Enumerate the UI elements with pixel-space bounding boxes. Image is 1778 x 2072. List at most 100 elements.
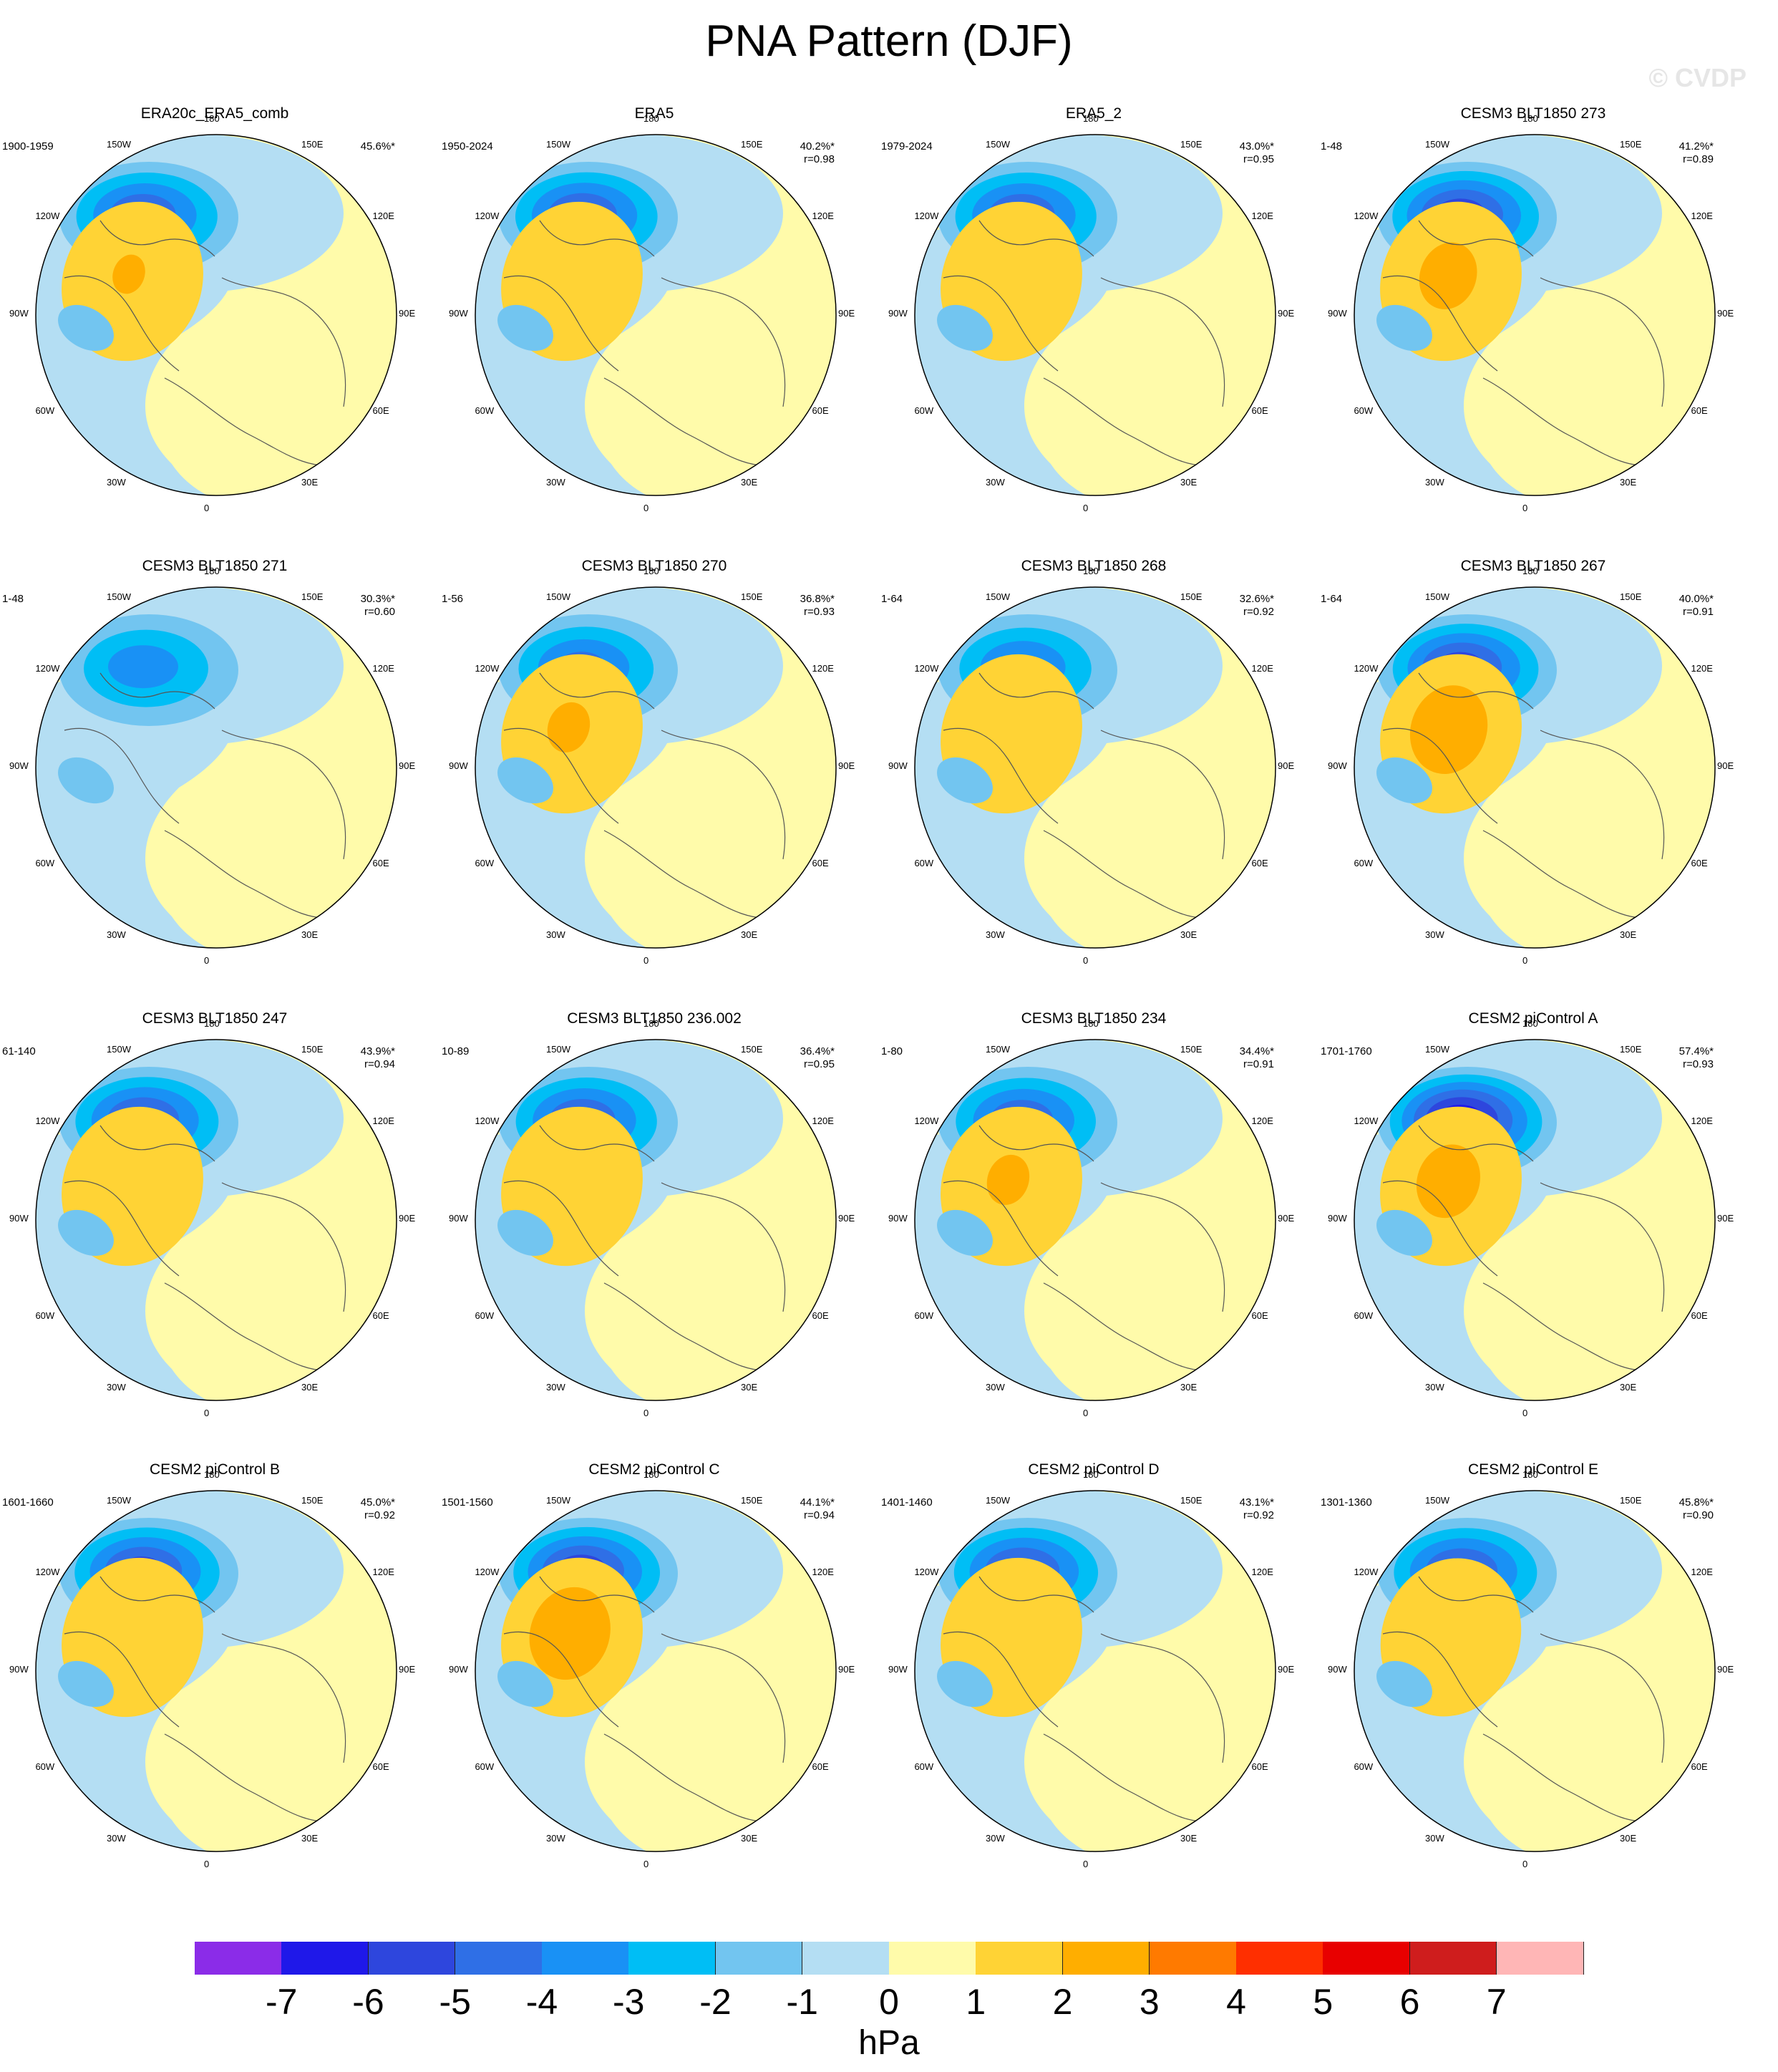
longitude-label: 60E (372, 858, 389, 868)
colorbar-tick-label: -4 (525, 1982, 558, 2022)
longitude-label: 30E (1180, 1832, 1198, 1844)
longitude-label: 30E (741, 476, 758, 488)
longitude-label: 90W (888, 308, 908, 319)
longitude-label: 30E (1180, 476, 1198, 488)
longitude-label: 120W (35, 1115, 60, 1126)
colorbar-units: hPa (858, 2024, 920, 2062)
longitude-label: 90W (888, 1213, 908, 1224)
longitude-label: 150E (741, 1495, 763, 1506)
longitude-label: 60E (372, 1310, 389, 1321)
panel-title: ERA20c_ERA5_comb (140, 105, 289, 122)
colorbar-box (1409, 1942, 1497, 1975)
colorbar-tick-label: -6 (352, 1982, 384, 2022)
longitude-label: 150W (546, 1495, 570, 1506)
panel-pattern-correlation: r=0.92 (1243, 1509, 1274, 1521)
longitude-label: 30W (1425, 929, 1444, 940)
arctic-high-contour (547, 702, 591, 752)
map-panel: ERA5_2 1979-2024 43.0%* r=0.95 180 150E 120E 90… (879, 105, 1308, 548)
atlantic-low (58, 757, 114, 804)
longitude-label: 90W (1328, 760, 1347, 771)
longitude-label: 150E (1620, 1044, 1642, 1055)
longitude-label: 180 (204, 1469, 220, 1480)
longitude-label: 90E (1278, 760, 1295, 771)
panel-variance-explained: 32.6%* (1239, 593, 1274, 605)
polar-map (914, 1490, 1276, 1852)
arctic-high-contour (1416, 1144, 1480, 1219)
longitude-label: 120E (1691, 663, 1713, 674)
coastlines (1382, 1125, 1665, 1371)
arctic-high-contour (1419, 242, 1477, 310)
longitude-label: 150E (1180, 591, 1203, 603)
longitude-label: 0 (1083, 955, 1089, 966)
panel-variance-explained: 30.3%* (360, 593, 395, 605)
colorbar-tick-label: -3 (613, 1982, 645, 2022)
longitude-label: 120E (812, 1115, 834, 1126)
colorbar-tick-label: 5 (1313, 1982, 1334, 2022)
longitude-label: 90W (449, 1664, 468, 1675)
longitude-label: 150E (741, 1044, 763, 1055)
map-boundary (35, 1039, 397, 1401)
panel-variance-explained: 45.6%* (360, 140, 395, 153)
longitude-label: 90E (399, 1664, 416, 1675)
coastlines (943, 1125, 1225, 1371)
panel-pattern-correlation: r=0.94 (804, 1509, 835, 1521)
polar-map (35, 1490, 397, 1852)
arctic-high-contour (1409, 685, 1488, 774)
longitude-label: 150W (107, 1495, 131, 1506)
longitude-label: 180 (1083, 1469, 1099, 1480)
longitude-label: 150E (301, 1044, 324, 1055)
arctic-high-contour (529, 1587, 611, 1680)
longitude-label: 30E (1620, 1381, 1637, 1393)
longitude-label: 90E (1278, 1213, 1295, 1224)
longitude-label: 150W (107, 139, 131, 150)
longitude-label: 120E (812, 663, 834, 674)
longitude-label: 90W (1328, 1213, 1347, 1224)
panel-title: CESM3 BLT1850 236.002 (567, 1010, 742, 1027)
longitude-label: 150W (1425, 1495, 1449, 1506)
longitude-label: 120W (35, 1567, 60, 1577)
panel-pattern-correlation: r=0.94 (364, 1058, 395, 1070)
longitude-label: 90W (888, 1664, 908, 1675)
coastlines (64, 1125, 346, 1371)
longitude-label: 30W (1425, 1832, 1444, 1844)
panel-period: 1-48 (1321, 140, 1343, 153)
longitude-label: 30W (107, 929, 126, 940)
coastlines (943, 220, 1225, 466)
longitude-label: 120E (1691, 1115, 1713, 1126)
longitude-label: 0 (1522, 503, 1528, 513)
coastlines (503, 1576, 786, 1822)
panel-title: CESM2 piControl B (149, 1461, 281, 1478)
longitude-label: 120E (812, 210, 834, 221)
longitude-label: 150W (546, 139, 570, 150)
longitude-label: 120E (812, 1567, 834, 1577)
longitude-label: 180 (1522, 1469, 1538, 1480)
longitude-label: 30W (986, 476, 1005, 488)
map-panel: CESM3 BLT1850 270 1-56 36.8%* r=0.93 180 150E… (439, 557, 869, 1001)
atlantic-low (58, 1209, 114, 1257)
longitude-label: 150E (301, 139, 324, 150)
longitude-label: 150W (986, 1495, 1010, 1506)
longitude-label: 0 (204, 503, 210, 513)
longitude-label: 90E (838, 1213, 855, 1224)
colorbar-box (628, 1942, 716, 1975)
longitude-label: 90W (9, 308, 29, 319)
longitude-label: 150W (546, 591, 570, 603)
longitude-label: 90E (399, 1213, 416, 1224)
longitude-label: 90E (1717, 308, 1734, 319)
map-boundary (475, 1039, 837, 1401)
panel-pattern-correlation: r=0.91 (1243, 1058, 1274, 1070)
longitude-label: 150E (1620, 591, 1642, 603)
longitude-label: 90E (1717, 1664, 1734, 1675)
longitude-label: 30W (107, 1381, 126, 1393)
map-panel: ERA5 1950-2024 40.2%* r=0.98 180 150E 120E 90E 6… (439, 105, 869, 548)
coastlines (943, 672, 1225, 919)
panel-title: CESM3 BLT1850 247 (142, 1010, 288, 1027)
panel-title: ERA5_2 (1065, 105, 1122, 122)
colorbar-box (715, 1942, 803, 1975)
atlantic-low (497, 1660, 553, 1708)
longitude-label: 30E (301, 929, 319, 940)
longitude-label: 30W (107, 1832, 126, 1844)
map-panel: CESM3 BLT1850 267 1-64 40.0%* r=0.91 180 150E… (1318, 557, 1748, 1001)
longitude-label: 60W (914, 1310, 934, 1321)
longitude-label: 30W (546, 929, 565, 940)
